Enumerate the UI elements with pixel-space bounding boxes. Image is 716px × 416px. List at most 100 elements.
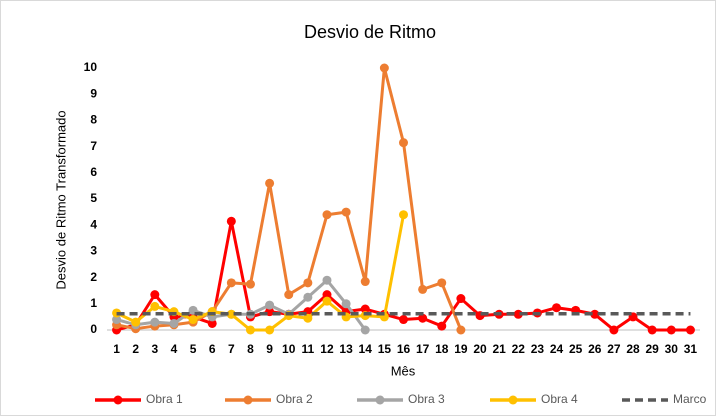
legend-label: Obra 2 (276, 392, 313, 406)
data-point (609, 325, 619, 335)
data-point (360, 277, 370, 287)
data-point (456, 325, 466, 335)
y-tick-label: 7 (90, 139, 97, 153)
x-tick-label: 18 (435, 342, 449, 356)
data-point (360, 325, 370, 335)
data-point (245, 279, 255, 289)
x-tick-label: 15 (378, 342, 392, 356)
x-tick-label: 27 (607, 342, 621, 356)
x-tick-label: 14 (359, 342, 373, 356)
legend-marker (243, 395, 253, 405)
data-point (188, 315, 198, 325)
x-tick-label: 2 (132, 342, 139, 356)
x-tick-label: 13 (339, 342, 353, 356)
data-point (265, 325, 275, 335)
chart-title: Desvio de Ritmo (304, 22, 436, 42)
x-tick-label: 12 (320, 342, 334, 356)
data-point (399, 210, 408, 220)
y-tick-label: 6 (90, 165, 97, 179)
x-tick-label: 21 (492, 342, 506, 356)
data-point (418, 313, 428, 323)
data-point (284, 290, 294, 300)
data-point (322, 290, 332, 300)
data-point (418, 284, 428, 294)
legend-marker (375, 395, 385, 405)
y-axis-label: Desvio de Ritmo Transformado (53, 110, 68, 289)
data-point (552, 303, 562, 313)
x-tick-label: 7 (228, 342, 235, 356)
y-tick-label: 1 (90, 296, 97, 310)
data-point (685, 325, 695, 335)
data-point (303, 292, 313, 302)
data-point (303, 313, 313, 323)
data-point (245, 325, 255, 335)
y-tick-label: 9 (90, 86, 97, 100)
x-tick-label: 30 (665, 342, 679, 356)
data-point (169, 318, 179, 328)
x-tick-label: 1 (113, 342, 120, 356)
x-tick-label: 8 (247, 342, 254, 356)
x-tick-label: 20 (473, 342, 487, 356)
data-point (437, 278, 447, 288)
x-tick-label: 24 (550, 342, 564, 356)
data-point (437, 321, 447, 331)
data-point (379, 63, 389, 73)
legend-marker (508, 395, 518, 405)
x-tick-label: 9 (266, 342, 273, 356)
data-point (112, 315, 122, 325)
y-tick-label: 5 (90, 191, 97, 205)
data-point (399, 138, 408, 148)
legend-label: Obra 3 (408, 392, 445, 406)
data-point (456, 294, 466, 304)
x-tick-label: 4 (171, 342, 178, 356)
data-point (303, 278, 313, 288)
data-point (207, 318, 217, 328)
x-tick-label: 17 (416, 342, 430, 356)
x-axis-label: Mês (391, 363, 416, 378)
data-point (150, 317, 160, 327)
data-point (131, 317, 141, 327)
data-point (399, 315, 408, 325)
data-point (322, 210, 332, 220)
y-tick-label: 4 (90, 217, 97, 231)
x-tick-label: 31 (684, 342, 698, 356)
data-point (226, 216, 236, 226)
x-tick-label: 28 (626, 342, 640, 356)
data-point (360, 304, 370, 314)
x-tick-label: 23 (531, 342, 545, 356)
x-tick-label: 11 (302, 342, 315, 356)
y-tick-label: 2 (90, 270, 97, 284)
data-point (150, 301, 160, 311)
legend-marker (113, 395, 123, 405)
legend-label: Marco (673, 392, 707, 406)
y-tick-label: 8 (90, 113, 97, 127)
x-tick-label: 29 (645, 342, 659, 356)
data-point (647, 325, 657, 335)
x-tick-label: 26 (588, 342, 602, 356)
x-tick-label: 6 (209, 342, 216, 356)
data-point (341, 299, 351, 309)
legend-label: Obra 1 (146, 392, 183, 406)
data-point (265, 178, 275, 188)
data-point (341, 207, 351, 217)
data-point (666, 325, 676, 335)
data-point (150, 290, 160, 300)
x-tick-label: 25 (569, 342, 583, 356)
x-tick-label: 5 (190, 342, 197, 356)
x-tick-label: 22 (512, 342, 526, 356)
data-point (265, 300, 275, 310)
data-point (322, 275, 332, 285)
x-tick-label: 19 (454, 342, 468, 356)
data-point (322, 296, 332, 306)
x-tick-label: 16 (397, 342, 411, 356)
series-line (115, 214, 405, 332)
y-tick-label: 10 (84, 60, 98, 74)
legend-label: Obra 4 (541, 392, 578, 406)
y-tick-label: 0 (90, 322, 97, 336)
y-tick-label: 3 (90, 244, 97, 258)
x-tick-label: 10 (282, 342, 296, 356)
data-point (226, 278, 236, 288)
x-tick-label: 3 (151, 342, 158, 356)
